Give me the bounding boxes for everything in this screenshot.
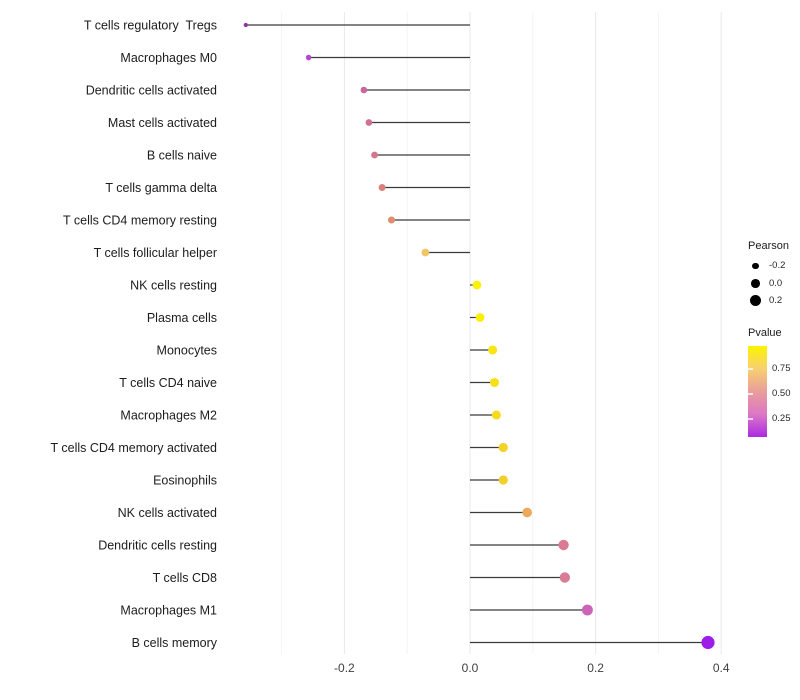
y-axis-label: T cells CD4 naive xyxy=(119,376,217,390)
y-axis-label: Dendritic cells resting xyxy=(98,539,217,553)
legend-size-label: 0.0 xyxy=(769,277,783,289)
colorbar-tick-label: 0.75 xyxy=(772,363,791,374)
lollipop-dot xyxy=(491,410,501,420)
legend-size-label: -0.2 xyxy=(769,260,786,272)
colorbar-tick xyxy=(748,368,753,370)
lollipop-dot xyxy=(378,184,386,191)
pvalue-legend-title: Pvalue xyxy=(748,327,782,339)
y-axis-label: T cells CD8 xyxy=(153,571,217,585)
y-axis-label: Plasma cells xyxy=(147,311,217,325)
legend-dot-box xyxy=(748,276,763,291)
lollipop-dot xyxy=(498,442,508,453)
lollipop-dot xyxy=(559,572,571,583)
y-axis-label: T cells gamma delta xyxy=(105,181,217,195)
y-axis-label: Monocytes xyxy=(157,344,217,358)
y-axis-label: B cells memory xyxy=(132,636,218,650)
pearson-size-legend: Pearson -0.2 0.0 0.2 xyxy=(748,240,789,310)
x-axis-tick-label: 0.0 xyxy=(462,661,479,675)
lollipop-dot xyxy=(701,635,715,650)
colorbar-tick-label: 0.25 xyxy=(772,413,791,424)
x-axis-tick-label: -0.2 xyxy=(334,661,355,675)
lollipop-dot xyxy=(582,604,593,616)
x-axis-tick-label: 0.4 xyxy=(713,661,730,675)
lollipop-dot xyxy=(387,216,396,224)
y-axis-label: B cells naive xyxy=(147,149,217,163)
colorbar-tick xyxy=(748,393,753,395)
y-axis-label: T cells regulatory Tregs xyxy=(84,19,217,33)
pearson-legend-entry: -0.2 xyxy=(748,257,789,275)
x-axis-tick-label: 0.2 xyxy=(587,661,604,675)
lollipop-dot xyxy=(365,119,373,126)
pvalue-color-legend: Pvalue 0.75 0.50 0.25 xyxy=(748,327,791,437)
y-axis-label: NK cells resting xyxy=(130,279,217,293)
pearson-legend-entry: 0.0 xyxy=(748,275,789,293)
y-axis-label: T cells follicular helper xyxy=(94,246,217,260)
legend-dot-box xyxy=(748,258,763,273)
colorbar-tick xyxy=(748,418,753,420)
lollipop-dot xyxy=(243,22,248,28)
legend-size-dot xyxy=(751,278,760,288)
legend-dot-box xyxy=(748,293,763,308)
legend-size-label: 0.2 xyxy=(769,295,783,307)
lollipop-dot xyxy=(522,507,532,518)
pearson-legend-entries: -0.2 0.0 0.2 xyxy=(748,257,789,310)
y-axis-label: NK cells activated xyxy=(118,506,217,520)
lollipop-dot xyxy=(489,377,500,388)
lollipop-dot xyxy=(558,539,569,551)
legend-size-dot xyxy=(750,295,761,307)
y-axis-label: Macrophages M1 xyxy=(120,604,217,618)
lollipop-dot xyxy=(475,313,485,322)
y-axis-label: T cells CD4 memory activated xyxy=(51,441,218,455)
colorbar-tick-label: 0.50 xyxy=(772,388,791,399)
lollipop-dot xyxy=(488,345,498,355)
y-axis-label: Eosinophils xyxy=(153,474,217,488)
lollipop-dot xyxy=(371,151,378,159)
pearson-legend-entry: 0.2 xyxy=(748,292,789,310)
legend-size-dot xyxy=(752,262,759,269)
y-axis-label: T cells CD4 memory resting xyxy=(63,214,217,228)
y-axis-label: Dendritic cells activated xyxy=(86,84,217,98)
lollipop-dot xyxy=(305,54,312,61)
lollipop-dot xyxy=(421,248,430,257)
lollipop-dot xyxy=(498,475,508,485)
y-axis-label: Macrophages M2 xyxy=(120,409,217,423)
lollipop-dot xyxy=(360,86,368,94)
y-axis-label: Mast cells activated xyxy=(108,116,217,130)
lollipop-dot xyxy=(472,280,482,290)
y-axis-label: Macrophages M0 xyxy=(120,51,217,65)
pvalue-colorbar xyxy=(748,346,767,437)
pvalue-colorbar-wrap: 0.75 0.50 0.25 xyxy=(748,346,791,437)
pearson-legend-title: Pearson xyxy=(748,240,789,252)
